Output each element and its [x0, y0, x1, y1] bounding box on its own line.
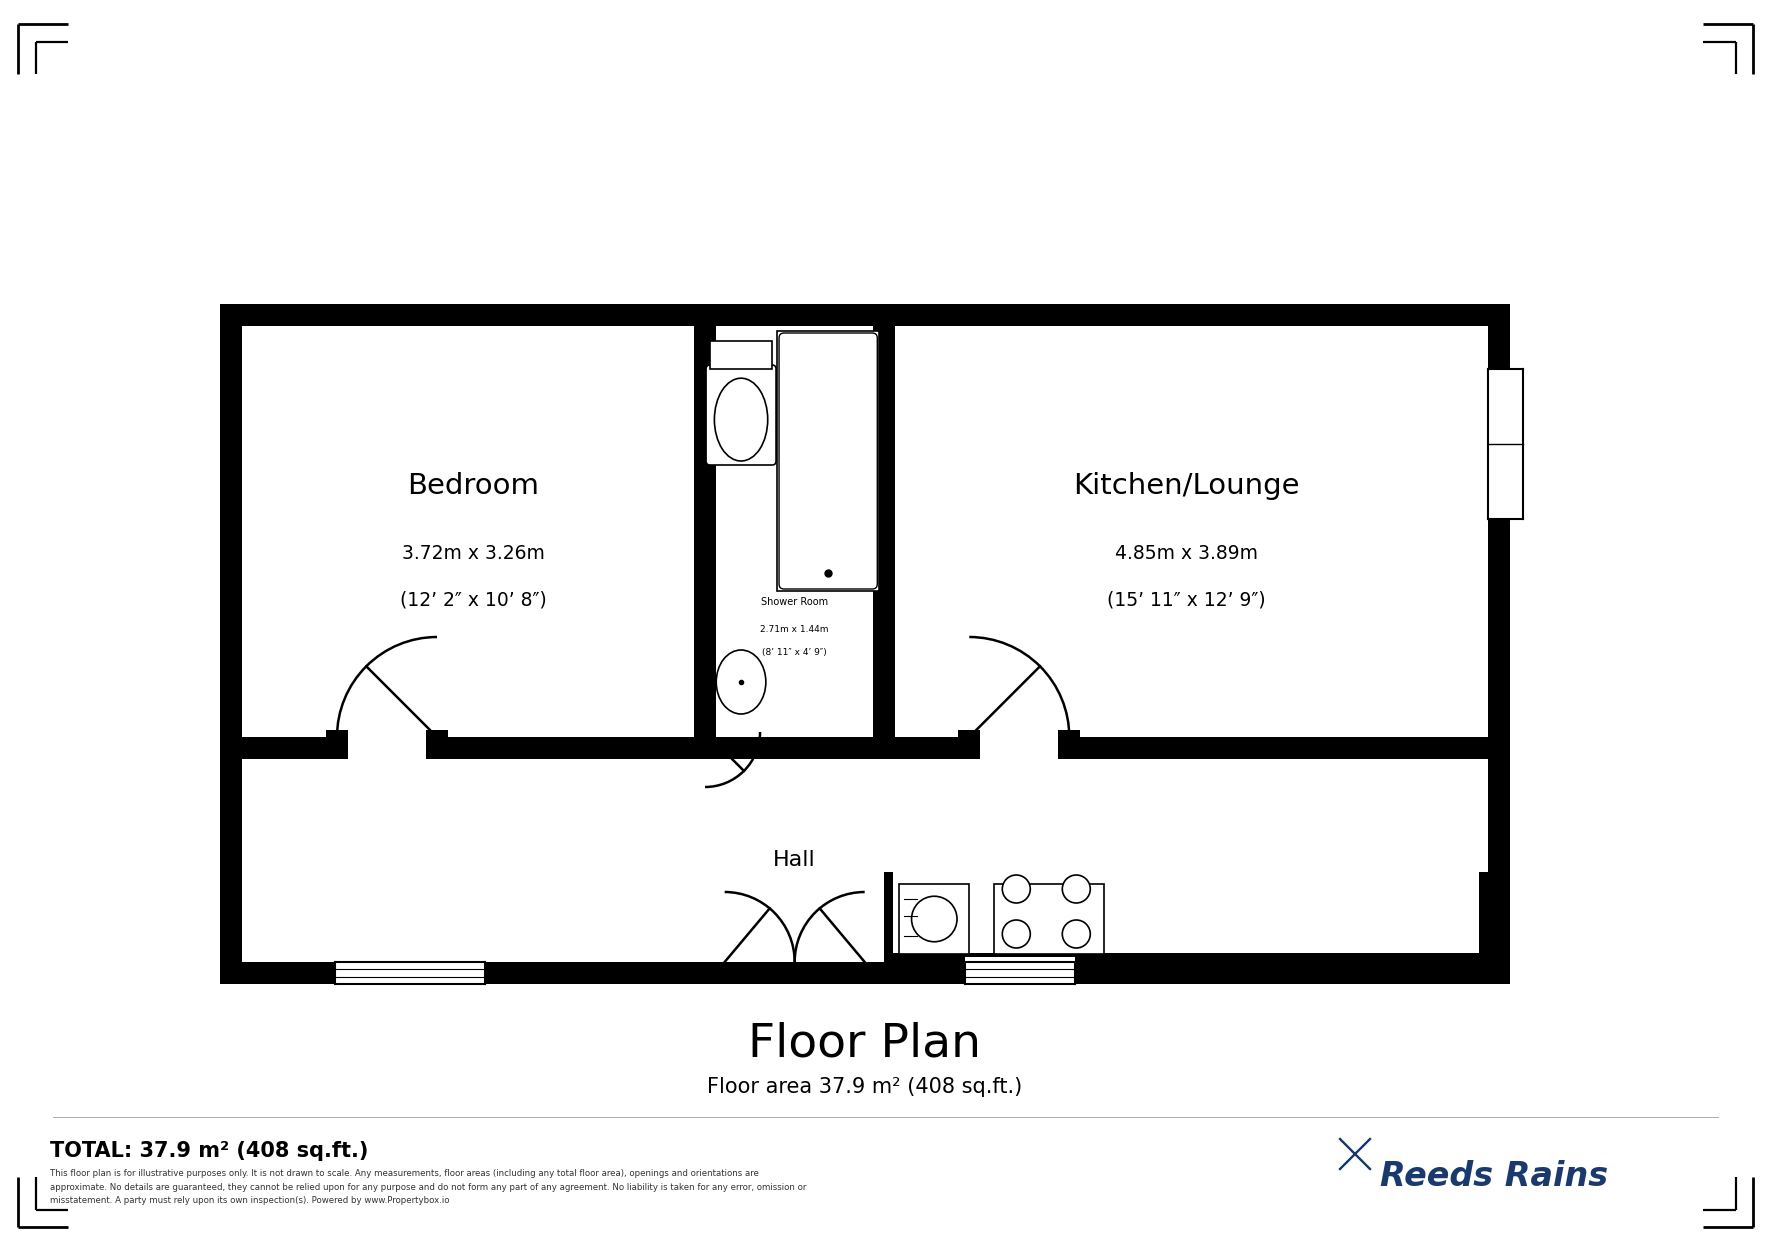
Text: (8’ 11″ x 4’ 9″): (8’ 11″ x 4’ 9″) — [762, 648, 827, 658]
Text: Kitchen/Lounge: Kitchen/Lounge — [1073, 472, 1300, 501]
Ellipse shape — [1002, 921, 1031, 948]
Bar — [873, 737, 969, 760]
Bar — [900, 883, 969, 954]
Bar — [710, 341, 772, 369]
FancyBboxPatch shape — [707, 366, 776, 465]
Text: 3.72m x 3.26m: 3.72m x 3.26m — [402, 544, 545, 563]
Bar — [1070, 737, 1488, 760]
Bar — [1466, 369, 1523, 519]
Bar — [958, 731, 981, 760]
Text: Floor Plan: Floor Plan — [749, 1021, 981, 1067]
Bar — [427, 731, 448, 760]
Ellipse shape — [1063, 921, 1091, 948]
Bar — [243, 326, 1488, 961]
Text: 2.71m x 1.44m: 2.71m x 1.44m — [760, 624, 829, 633]
Text: Hall: Hall — [774, 850, 816, 871]
Bar — [694, 737, 896, 760]
Text: Floor area 37.9 m² (408 sq.ft.): Floor area 37.9 m² (408 sq.ft.) — [707, 1077, 1022, 1097]
Bar — [994, 883, 1105, 954]
Bar — [243, 737, 336, 760]
Bar — [694, 326, 715, 737]
Ellipse shape — [714, 378, 767, 461]
Ellipse shape — [1002, 875, 1031, 903]
FancyBboxPatch shape — [779, 333, 877, 589]
Bar — [884, 872, 1488, 961]
Bar — [437, 737, 694, 760]
Text: Reeds Rains: Reeds Rains — [1380, 1161, 1608, 1193]
Text: 4.85m x 3.89m: 4.85m x 3.89m — [1114, 544, 1257, 563]
Bar — [965, 957, 1075, 989]
Bar — [893, 872, 1479, 953]
Bar — [326, 731, 347, 760]
Ellipse shape — [1063, 875, 1091, 903]
Text: Bedroom: Bedroom — [407, 472, 540, 501]
Bar — [1059, 731, 1080, 760]
Bar — [873, 326, 896, 737]
Text: Shower Room: Shower Room — [762, 597, 829, 607]
Bar — [777, 331, 878, 591]
Bar — [335, 957, 485, 989]
Text: TOTAL: 37.9 m² (408 sq.ft.): TOTAL: 37.9 m² (408 sq.ft.) — [50, 1141, 368, 1161]
Text: (15’ 11″ x 12’ 9″): (15’ 11″ x 12’ 9″) — [1107, 590, 1266, 610]
Text: (12’ 2″ x 10’ 8″): (12’ 2″ x 10’ 8″) — [400, 590, 547, 610]
Ellipse shape — [912, 896, 956, 942]
Ellipse shape — [715, 650, 765, 714]
Text: This floor plan is for illustrative purposes only. It is not drawn to scale. Any: This floor plan is for illustrative purp… — [50, 1170, 806, 1204]
Bar — [220, 304, 1511, 984]
